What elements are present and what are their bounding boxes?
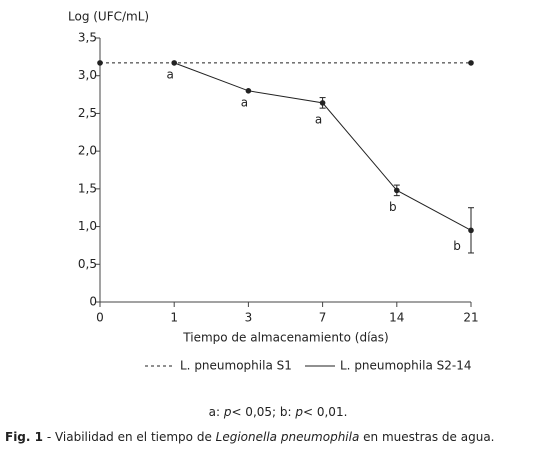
footnote-part: < 0,01. [303,405,347,419]
x-tick-label: 1 [170,311,178,325]
x-tick-label: 21 [463,311,478,325]
caption: Fig. 1 - Viabilidad en el tiempo de Legi… [5,430,495,444]
point-label: a [167,67,174,81]
x-tick-label: 7 [319,311,327,325]
data-point [319,100,326,106]
x-tick-label: 0 [96,311,104,325]
data-point [468,227,474,234]
y-tick-label: 1,0 [78,219,97,233]
footnote: a: p< 0,05; b: p< 0,01. [209,405,348,419]
data-point [245,88,252,94]
y-tick-label: 1,5 [78,181,97,195]
point-label: a [315,113,322,127]
caption-part: en muestras de agua. [359,430,494,444]
legend-label: L. pneumophila S2-14 [340,359,471,373]
footnote-part: p [223,405,232,419]
y-axis-title: Log (UFC/mL) [68,10,149,24]
y-tick-label: 0 [89,295,97,309]
point-label: b [389,200,397,214]
footnote-part: < 0,05; b: [231,405,295,419]
caption-part: - Viabilidad en el tiempo de [43,430,216,444]
data-point [97,60,103,66]
y-tick-label: 0,5 [78,257,97,271]
point-label: b [453,239,461,253]
x-axis-title: Tiempo de almacenamiento (días) [182,331,388,345]
footnote-part: p [294,405,303,419]
caption-part: Fig. 1 [5,430,43,444]
y-tick-label: 2,0 [78,144,97,158]
series-line [174,62,472,231]
caption-part: Legionella pneumophila [216,430,360,444]
point-label: a [241,95,248,109]
y-tick-label: 3,0 [78,68,97,82]
footnote-part: a: [209,405,224,419]
data-point [468,60,474,66]
data-point [171,60,177,66]
x-tick-label: 14 [389,311,404,325]
data-point [394,187,400,194]
y-tick-label: 3,5 [78,31,97,45]
x-tick-label: 3 [245,311,253,325]
legend-label: L. pneumophila S1 [180,359,292,373]
y-tick-label: 2,5 [78,106,97,120]
